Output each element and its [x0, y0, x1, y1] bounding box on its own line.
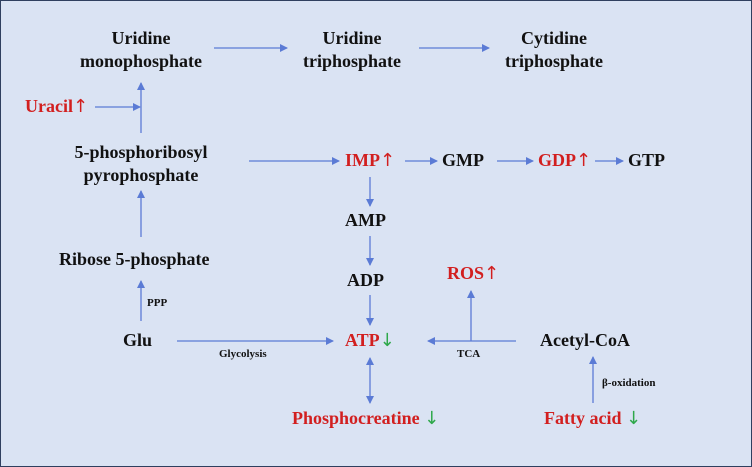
node-label: Phosphocreatine	[292, 408, 420, 428]
increase-arrow-icon: ↑	[380, 150, 396, 171]
node-label: Fatty acid	[544, 408, 622, 428]
node-label: GTP	[628, 150, 666, 170]
node-acetyl-coa: Acetyl-CoA	[540, 329, 630, 352]
node-label: AMP	[345, 210, 386, 230]
edge-label-tca: TCA	[457, 348, 481, 360]
increase-arrow-icon: ↑	[576, 150, 592, 171]
node-gmp: GMP	[442, 149, 484, 172]
increase-arrow-icon: ↑	[72, 96, 89, 117]
node-glu: Glu	[123, 329, 152, 352]
edge-label-glycolysis: Glycolysis	[219, 348, 267, 360]
decrease-arrow-icon: ↓	[379, 330, 395, 351]
node-label: IMP	[345, 150, 380, 170]
node-label: Glu	[123, 330, 153, 350]
node-label: ATP	[345, 330, 380, 350]
node-adp: ADP	[347, 269, 384, 292]
node-uridine-triphosphate: Uridine triphosphate	[287, 27, 417, 73]
increase-arrow-icon: ↑	[484, 263, 500, 284]
node-label: ADP	[347, 270, 384, 290]
node-phosphocreatine: Phosphocreatine ↓	[292, 407, 439, 430]
node-label-line: pyrophosphate	[83, 165, 199, 185]
node-fatty-acid: Fatty acid ↓	[544, 407, 641, 430]
node-uridine-monophosphate: Uridine monophosphate	[63, 27, 219, 73]
node-gtp: GTP	[628, 149, 665, 172]
node-label-line: Uridine	[322, 28, 382, 48]
node-amp: AMP	[345, 209, 386, 232]
node-cytidine-triphosphate: Cytidine triphosphate	[489, 27, 619, 73]
node-uracil: Uracil↑	[25, 95, 88, 118]
node-label: ROS	[447, 263, 485, 283]
node-label: Uracil	[25, 96, 73, 116]
node-atp: ATP↓	[345, 329, 395, 352]
node-label-line: triphosphate	[302, 51, 401, 71]
node-imp: IMP↑	[345, 149, 395, 172]
edge-label-beta-oxidation: β-oxidation	[602, 377, 656, 389]
node-ros: ROS↑	[447, 262, 499, 285]
decrease-arrow-icon: ↓	[424, 408, 440, 429]
node-5-phosphoribosyl-pyrophosphate: 5-phosphoribosyl pyrophosphate	[53, 141, 229, 187]
node-label: Acetyl-CoA	[540, 330, 630, 350]
node-label-line: monophosphate	[79, 51, 203, 71]
node-label-line: Uridine	[111, 28, 171, 48]
node-label: GDP	[538, 150, 576, 170]
node-label-line: 5-phosphoribosyl	[74, 142, 208, 162]
node-label-line: triphosphate	[504, 51, 603, 71]
decrease-arrow-icon: ↓	[625, 408, 642, 429]
node-label: GMP	[442, 150, 484, 170]
node-gdp: GDP↑	[538, 149, 591, 172]
node-ribose-5-phosphate: Ribose 5-phosphate	[59, 248, 210, 271]
node-label-line: Cytidine	[520, 28, 587, 48]
edge-label-ppp: PPP	[147, 297, 168, 309]
node-label: Ribose 5-phosphate	[59, 249, 210, 269]
